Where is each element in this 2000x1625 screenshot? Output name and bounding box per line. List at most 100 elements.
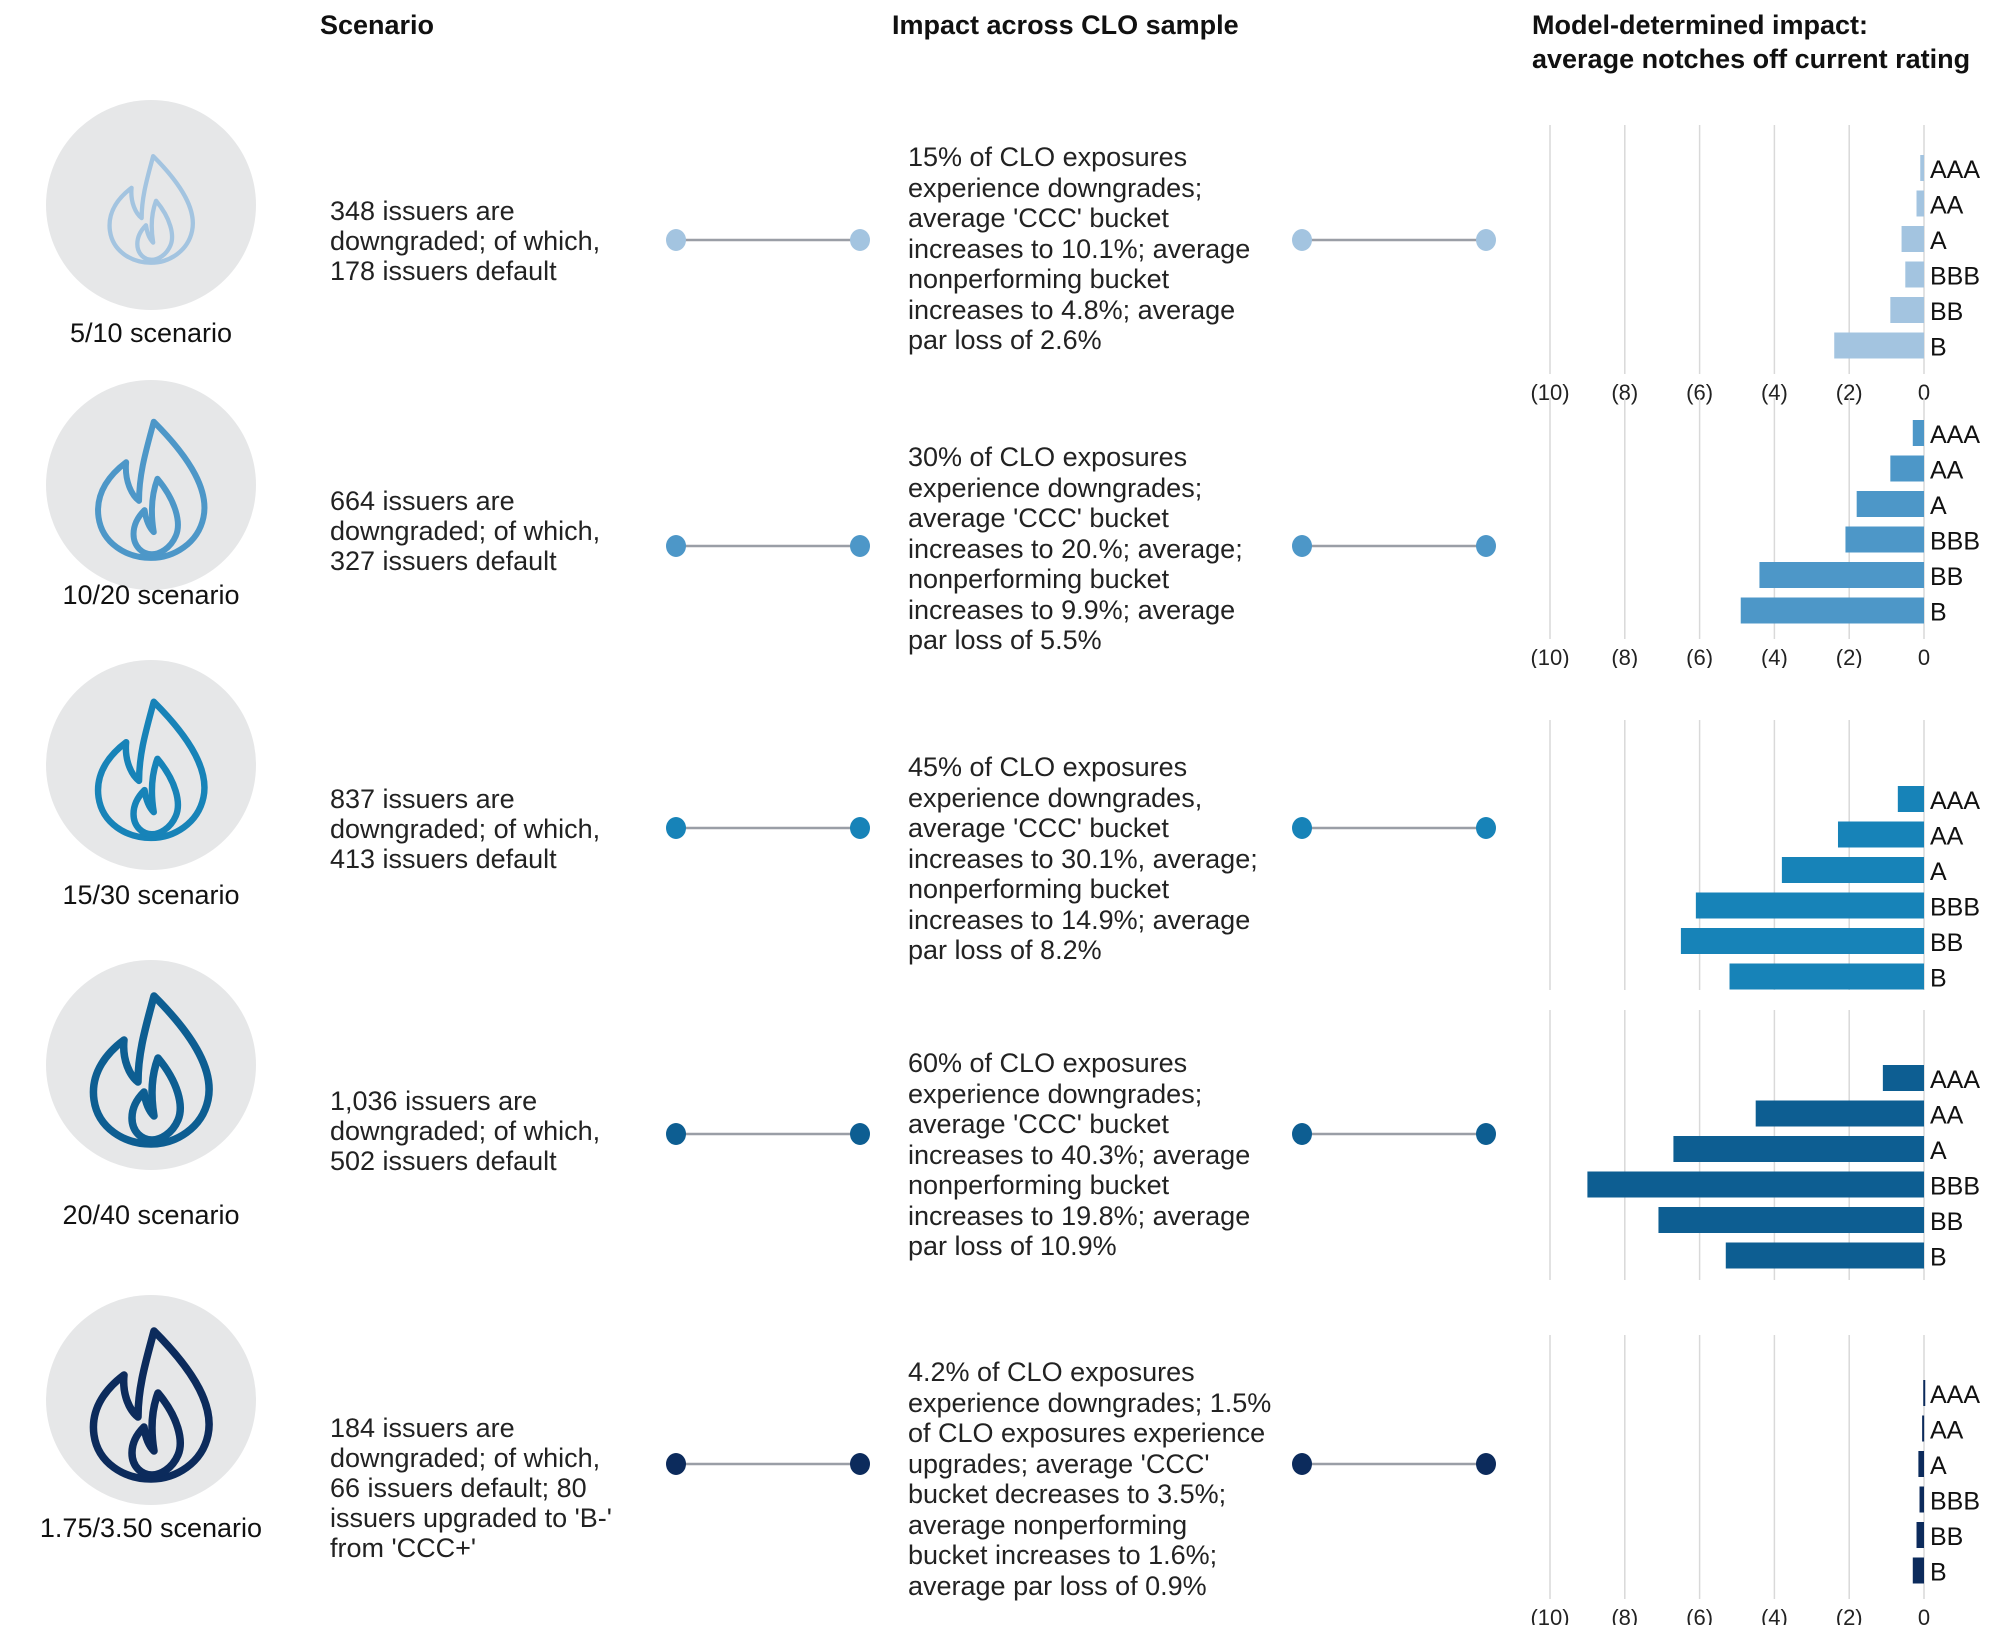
bar-b xyxy=(1740,597,1924,624)
connector-left xyxy=(666,229,870,251)
scenario-label: 5/10 scenario xyxy=(69,318,233,348)
category-label: A xyxy=(1930,858,1947,886)
category-label: BBB xyxy=(1930,894,1980,922)
category-label: AAA xyxy=(1930,1381,1980,1409)
bar-aa xyxy=(1890,455,1924,482)
impact-line: increases to 14.9%; average xyxy=(908,904,1251,935)
category-label: B xyxy=(1930,334,1947,362)
impact-line: par loss of 2.6% xyxy=(908,325,1102,355)
flame-icon xyxy=(107,154,195,265)
category-label: B xyxy=(1930,1559,1947,1587)
bar-bbb xyxy=(1905,261,1924,288)
category-label: AA xyxy=(1930,1102,1964,1130)
scenario-icon-circle xyxy=(46,1295,256,1505)
tick-label: (6) xyxy=(1686,1605,1713,1625)
description-line: 1,036 issuers are xyxy=(330,1086,538,1116)
impact-description: 15% of CLO exposures experience downgrade… xyxy=(908,142,1308,356)
bar-a xyxy=(1901,226,1924,252)
impact-line: increases to 30.1%, average; xyxy=(908,843,1258,874)
impact-line: experience downgrades; xyxy=(908,172,1203,203)
description-line: downgraded; of which, xyxy=(330,814,601,844)
bar-bbb xyxy=(1587,1171,1924,1198)
flame-icon xyxy=(95,418,208,561)
description-line: from 'CCC+' xyxy=(330,1533,477,1563)
description-line: downgraded; of which, xyxy=(330,1443,601,1473)
impact-line: bucket decreases to 3.5%; xyxy=(908,1479,1227,1509)
connector-left xyxy=(666,1123,870,1145)
description-line: downgraded; of which, xyxy=(330,516,601,546)
category-label: A xyxy=(1930,1137,1947,1165)
connector-dot xyxy=(1476,535,1496,557)
connector-dot xyxy=(666,1453,686,1475)
column-header-impact: Impact across CLO sample xyxy=(892,10,1239,40)
scenario-icon-circle xyxy=(46,960,256,1170)
category-label: AAA xyxy=(1930,1066,1980,1094)
category-label: AA xyxy=(1930,192,1964,220)
flame-outer-shape xyxy=(107,154,195,265)
impact-line: average par loss of 0.9% xyxy=(908,1570,1207,1601)
impact-description: 60% of CLO exposures experience downgrade… xyxy=(908,1048,1308,1262)
bar-bb xyxy=(1916,1522,1924,1548)
scenario-description: 1,036 issuers are downgraded; of which, 50… xyxy=(330,1086,660,1176)
bar-aaa xyxy=(1882,1065,1924,1091)
scenario-description: 837 issuers are downgraded; of which, 413 … xyxy=(330,784,660,874)
description-line: 178 issuers default xyxy=(330,256,557,286)
bar-bbb xyxy=(1919,1486,1924,1513)
tick-label: (2) xyxy=(1836,645,1863,668)
category-label: B xyxy=(1930,1244,1947,1272)
connector-left xyxy=(666,1453,870,1475)
flame-inner-shape xyxy=(130,475,181,558)
connector-dot xyxy=(666,1123,686,1145)
connector-dot xyxy=(850,1453,870,1475)
tick-label: (8) xyxy=(1611,1605,1638,1625)
connector-dot xyxy=(1292,1453,1312,1475)
bar-aaa xyxy=(1912,420,1924,446)
connector-dot xyxy=(666,817,686,839)
bar-aa xyxy=(1916,190,1924,217)
bar-bb xyxy=(1680,928,1924,954)
category-label: BBB xyxy=(1930,263,1980,291)
column-header-scenario: Scenario xyxy=(320,10,435,40)
impact-line: average 'CCC' bucket xyxy=(908,813,1169,843)
connector-right xyxy=(1292,1453,1496,1475)
column-header-model-line2: average notches off current rating xyxy=(1532,44,1971,74)
impact-line: increases to 19.8%; average xyxy=(908,1200,1251,1231)
category-label: AAA xyxy=(1930,421,1980,449)
category-label: BB xyxy=(1930,1208,1963,1236)
connector-dot xyxy=(1292,535,1312,557)
category-label: A xyxy=(1930,492,1947,520)
connector-dot xyxy=(850,1123,870,1145)
impact-line: average nonperforming xyxy=(908,1509,1188,1540)
scenario-label: 20/40 scenario xyxy=(62,1200,240,1230)
description-line: 664 issuers are xyxy=(330,486,515,516)
impact-line: increases to 20.%; average; xyxy=(908,533,1243,564)
impact-line: average 'CCC' bucket xyxy=(908,503,1169,533)
scenario-icon-circle xyxy=(46,100,256,310)
bar-aa xyxy=(1922,1415,1925,1442)
impact-line: 60% of CLO exposures xyxy=(908,1048,1188,1078)
scenario-label: 15/30 scenario xyxy=(62,880,240,910)
connector-dot xyxy=(1292,817,1312,839)
impact-line: average 'CCC' bucket xyxy=(908,203,1169,233)
category-label: A xyxy=(1930,227,1947,255)
connector-dot xyxy=(850,535,870,557)
connector-dot xyxy=(666,535,686,557)
impact-line: experience downgrades, xyxy=(908,782,1203,813)
description-line: 413 issuers default xyxy=(330,844,557,874)
category-label: B xyxy=(1930,965,1947,991)
bar-bbb xyxy=(1845,526,1924,553)
bar-b xyxy=(1729,963,1924,990)
impact-line: par loss of 8.2% xyxy=(908,935,1102,965)
impact-line: increases to 10.1%; average xyxy=(908,233,1251,264)
bar-aaa xyxy=(1897,786,1924,812)
impact-line: increases to 9.9%; average xyxy=(908,594,1236,625)
tick-label: (8) xyxy=(1611,645,1638,668)
scenario-description: 664 issuers are downgraded; of which, 327 … xyxy=(330,486,660,576)
connector-dot xyxy=(1476,817,1496,839)
connector-dot xyxy=(1292,229,1312,251)
flame-inner-shape xyxy=(135,198,175,262)
impact-line: 15% of CLO exposures xyxy=(908,142,1188,172)
